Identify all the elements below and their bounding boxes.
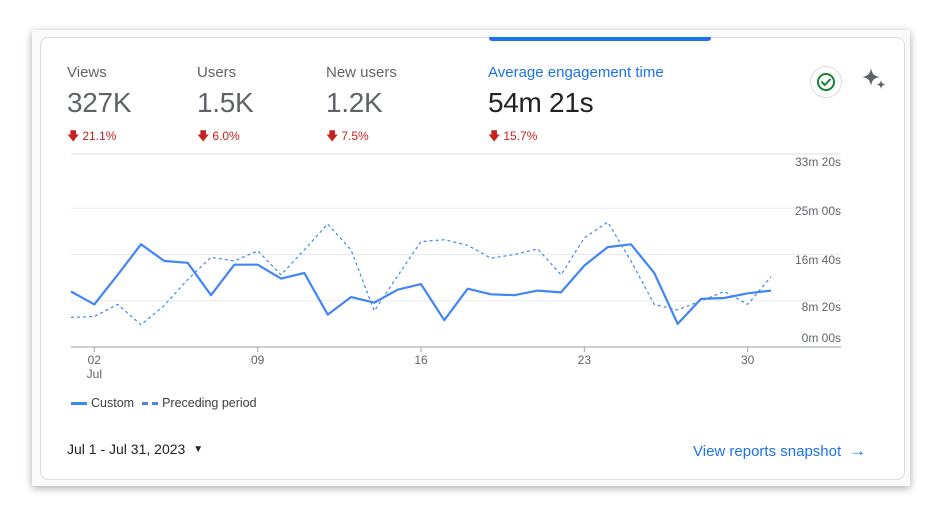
selected-metric-indicator (489, 37, 711, 41)
legend-item-preceding-period[interactable]: Preceding period (142, 396, 257, 410)
arrow-down-icon: 🡇 (326, 129, 339, 143)
metric-label: Average engagement time (488, 64, 664, 81)
date-range-selector[interactable]: Jul 1 - Jul 31, 2023 ▼ (67, 441, 203, 457)
series-line-preceding-period (70, 221, 772, 326)
legend-label: Preceding period (162, 396, 257, 410)
metric-value: 1.2K (326, 87, 383, 118)
chart-gridlines (71, 153, 841, 348)
caret-down-icon: ▼ (193, 443, 204, 455)
arrow-down-icon: 🡇 (67, 129, 80, 143)
metric-label: Users (197, 64, 237, 81)
metric-views[interactable]: Views 327K 🡇 21.1% (67, 64, 132, 148)
metric-delta: 🡇 6.0% (197, 127, 253, 148)
metric-new-users[interactable]: New users 1.2K 🡇 7.5% (326, 64, 397, 148)
metric-value: 1.5K (197, 87, 254, 118)
sparkle-icon[interactable] (859, 64, 889, 94)
metric-delta-value: 21.1% (82, 129, 117, 143)
metric-delta: 🡇 15.7% (488, 127, 664, 148)
series-line-custom (70, 243, 772, 325)
arrow-down-icon: 🡇 (488, 129, 501, 143)
check-circle-icon[interactable] (810, 66, 842, 98)
y-axis-tick-labels: 0m 00s 8m 20s 16m 40s 25m 00s 33m 20s (795, 155, 841, 345)
metric-label: Views (67, 64, 107, 81)
y-tick-label: 0m 00s (802, 331, 841, 345)
view-reports-snapshot-link[interactable]: View reports snapshot → (693, 441, 866, 461)
chart-legend: Custom Preceding period (71, 396, 265, 410)
x-tick-label: 30 (741, 353, 755, 367)
x-tick-label: 02 (88, 353, 102, 367)
y-tick-label: 16m 40s (795, 253, 841, 267)
metric-delta-value: 6.0% (212, 129, 240, 143)
metric-average-engagement-time[interactable]: Average engagement time 54m 21s 🡇 15.7% (488, 64, 664, 148)
y-tick-label: 33m 20s (795, 155, 841, 169)
metric-delta-value: 7.5% (341, 129, 369, 143)
engagement-overview-card: Views 327K 🡇 21.1% Users 1.5K 🡇 6.0% New u… (40, 37, 905, 480)
metric-delta-value: 15.7% (503, 129, 538, 143)
metric-users[interactable]: Users 1.5K 🡇 6.0% (197, 64, 254, 148)
legend-item-custom[interactable]: Custom (71, 396, 134, 410)
legend-swatch-solid (71, 401, 87, 405)
x-tick-sublabel: Jul (87, 367, 102, 381)
metric-label: New users (326, 64, 397, 81)
legend-swatch-dashed (142, 401, 159, 405)
legend-label: Custom (91, 396, 135, 410)
x-tick-label: 23 (578, 353, 592, 367)
metric-delta: 🡇 21.1% (67, 127, 131, 148)
y-tick-label: 25m 00s (795, 204, 841, 218)
metric-delta: 🡇 7.5% (326, 127, 397, 148)
metric-value: 327K (67, 87, 132, 118)
date-range-label: Jul 1 - Jul 31, 2023 (67, 441, 186, 457)
chart-series (70, 221, 772, 326)
x-tick-label: 16 (414, 353, 428, 367)
view-link-label: View reports snapshot (693, 442, 842, 460)
arrow-right-icon: → (849, 441, 867, 460)
y-tick-label: 8m 20s (802, 300, 841, 314)
arrow-down-icon: 🡇 (197, 129, 210, 143)
metric-value: 54m 21s (488, 87, 594, 118)
x-tick-label: 09 (251, 353, 265, 367)
